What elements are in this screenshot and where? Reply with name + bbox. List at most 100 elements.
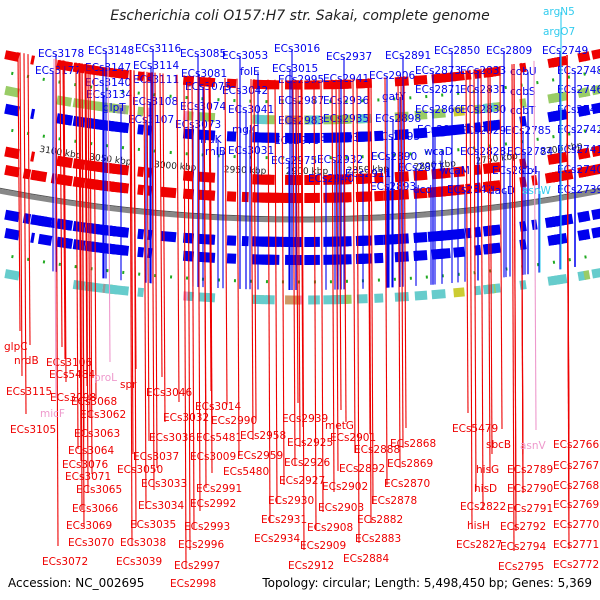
plus-strand-gene: [414, 232, 428, 243]
gene-label-minus: ECs5481: [196, 432, 242, 444]
minus-strand-gene: [160, 186, 177, 199]
gene-label-minus: ECs2822: [460, 501, 506, 513]
rna-label-plus: asnW: [522, 185, 552, 197]
gene-label-plus: ECs2830: [460, 104, 506, 116]
gene-label-plus: wcaM: [440, 165, 470, 177]
gene-label-minus-leader: [197, 76, 201, 512]
gene-label-minus-leader: [75, 62, 79, 450]
gene-label-minus-leader: [487, 67, 491, 474]
minus-strand-gene: [414, 169, 428, 181]
feature-block: [414, 110, 428, 121]
minus-strand-gene: [591, 145, 600, 157]
gene-label-plus: ECs2933: [320, 132, 366, 144]
feature-block: [265, 295, 275, 305]
gene-label-plus: fruK: [200, 134, 223, 146]
gene-label-minus: ECs2912: [288, 560, 334, 572]
gene-label-minus-leader: [403, 76, 407, 429]
feature-block: [453, 106, 465, 117]
gene-label-minus-leader: [84, 63, 88, 387]
gene-label-minus: ECs2931: [261, 514, 307, 526]
plus-strand-gene: [31, 214, 40, 226]
gene-label-minus-leader: [208, 77, 212, 392]
gene-label-minus: ECs2769: [553, 499, 599, 511]
gene-label-plus: ECs2906: [369, 70, 415, 82]
feature-block: [547, 274, 563, 286]
gene-label-minus: ECs2925: [287, 437, 333, 449]
gene-label-minus: ECs2934: [254, 533, 300, 545]
plus-strand-gene: [544, 216, 559, 228]
plus-strand-gene: [226, 235, 237, 246]
feature-block: [547, 92, 563, 104]
gene-label-plus: ECs2893: [370, 181, 416, 193]
gene-label-minus-leader: [162, 73, 166, 423]
plus-strand-gene: [308, 236, 320, 247]
minus-strand-gene: [453, 184, 465, 196]
plus-strand-gene: [226, 131, 237, 142]
gene-label-minus: ECs3037: [133, 451, 179, 463]
minus-strand-gene: [439, 73, 446, 83]
minus-strand-gene: [274, 192, 283, 203]
gene-label-plus: ECs2740: [557, 164, 600, 176]
feature-block: [88, 282, 104, 293]
gene-label-minus-leader: [187, 75, 191, 551]
gene-label-plus: ECs3015: [272, 63, 318, 75]
gene-label-minus: metG: [325, 420, 354, 432]
minus-strand-gene: [4, 164, 20, 178]
gene-label-minus: ECs3034: [138, 500, 184, 512]
rna-label-minus-leader: [107, 67, 111, 363]
minus-strand-gene: [259, 174, 271, 185]
gene-label-plus: ECs2865: [417, 124, 463, 136]
gene-label-minus: ECs2908: [307, 522, 353, 534]
feature-block: [252, 114, 268, 125]
plus-strand-gene: [137, 246, 145, 258]
feature-block: [583, 270, 591, 280]
feature-block: [4, 269, 20, 281]
plus-strand-gene: [137, 228, 145, 240]
plus-strand-gene: [344, 254, 352, 265]
minus-strand-gene: [30, 55, 36, 65]
feature-block: [356, 294, 368, 304]
gene-label-plus: ECs2937: [326, 51, 372, 63]
gene-label-minus-leader: [292, 79, 296, 466]
gene-label-minus: ECs2766: [553, 439, 599, 451]
minus-strand-gene: [22, 168, 32, 180]
genome-backbone: [0, 188, 600, 223]
gene-label-minus: ECs3072: [42, 556, 88, 568]
gene-label-minus: ECs2770: [553, 519, 599, 531]
gene-label-plus: ECs2749: [542, 45, 588, 57]
gene-label-plus: ECs3085: [180, 48, 226, 60]
plus-strand-gene: [453, 246, 465, 258]
tick-label: 2950 kbp: [224, 165, 267, 177]
gene-label-plus: ECs2742: [557, 124, 600, 136]
feature-block: [331, 294, 345, 305]
plus-strand-gene: [583, 210, 591, 222]
plus-strand-gene: [344, 132, 352, 143]
gene-label-minus-leader: [480, 68, 484, 511]
gene-label-minus: ECs2790: [507, 483, 553, 495]
gene-label-plus: ECs3075: [185, 81, 231, 93]
gene-label-plus: ECs2866: [415, 104, 461, 116]
gene-label-minus: ECs2888: [354, 444, 400, 456]
minus-strand-gene: [4, 50, 20, 62]
gene-label-minus-leader: [370, 78, 374, 505]
minus-strand-gene: [453, 71, 465, 82]
gene-label-minus-leader: [130, 70, 134, 455]
gene-label-plus: ECs3111: [133, 74, 179, 86]
minus-strand-gene: [591, 48, 600, 60]
gene-label-minus-leader: [63, 60, 67, 383]
plus-strand-gene: [280, 236, 289, 247]
gene-label-minus-leader: [250, 79, 254, 441]
gene-label-minus-leader: [367, 78, 371, 435]
gene-label-plus: ECs2941: [323, 73, 369, 85]
plus-strand-gene: [30, 232, 36, 243]
rna-label-minus: micF: [40, 408, 65, 420]
gene-label-minus: hisG: [476, 464, 499, 476]
feature-block: [591, 84, 600, 96]
gene-label-minus-leader: [133, 70, 137, 528]
gene-label-minus-leader: [209, 77, 213, 474]
minus-strand-gene: [583, 147, 591, 159]
plus-strand-gene: [304, 254, 310, 265]
gene-label-minus-leader: [499, 66, 503, 430]
gene-label-minus: ECs3046: [146, 387, 192, 399]
